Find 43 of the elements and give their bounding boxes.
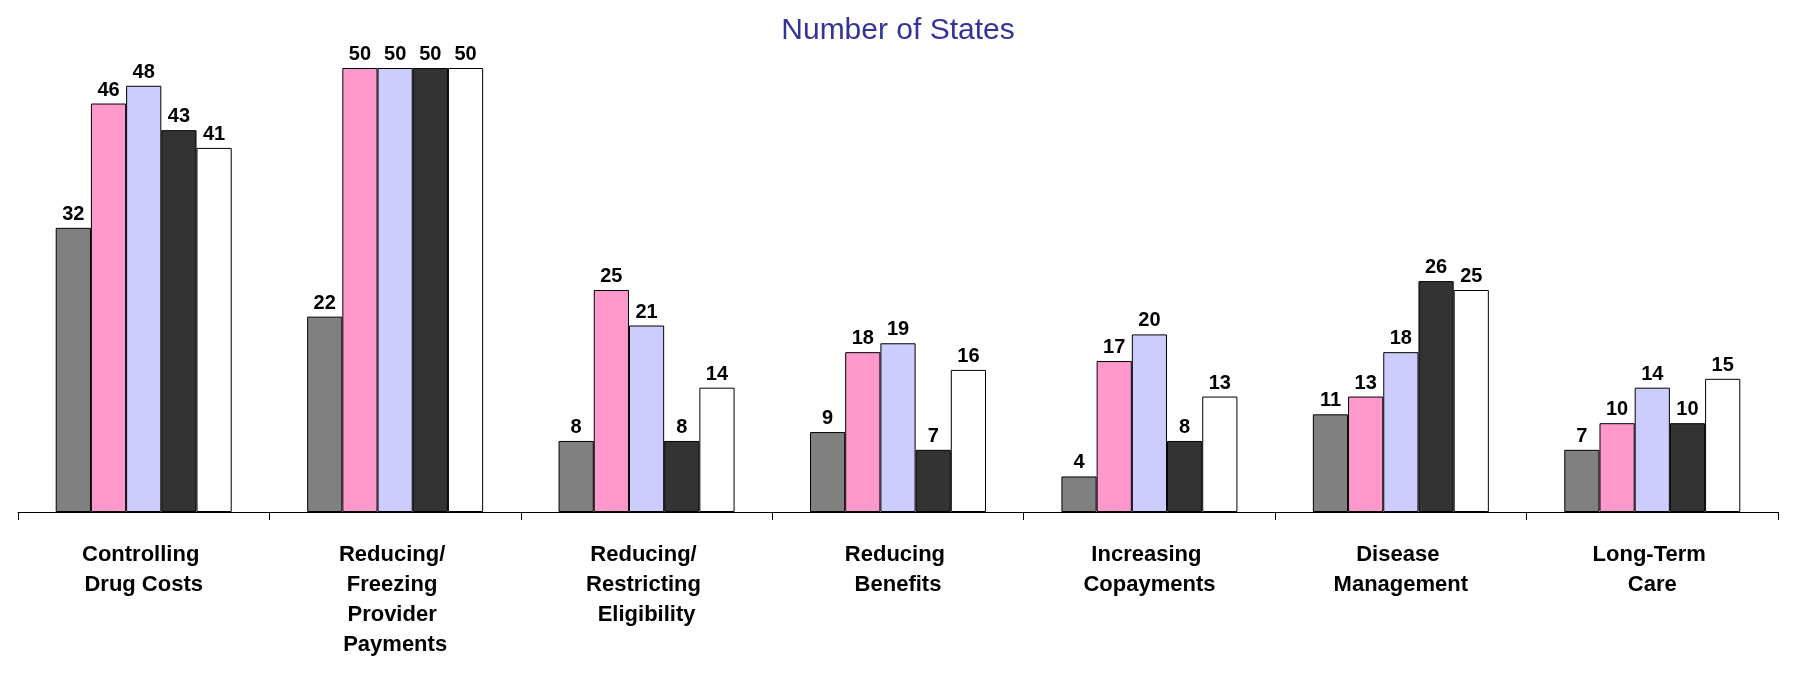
- data-label: 8: [1179, 414, 1191, 437]
- data-label: 8: [570, 414, 582, 437]
- data-label: 20: [1138, 308, 1161, 331]
- chart-title: Number of States: [781, 11, 1015, 45]
- x-tick-label: Disease Management: [1333, 540, 1469, 596]
- data-label: 17: [1103, 335, 1126, 358]
- x-tick-label: Increasing Copayments: [1083, 540, 1216, 596]
- data-label: 9: [822, 406, 834, 429]
- data-label: 13: [1354, 370, 1377, 393]
- data-label: 14: [1641, 361, 1665, 384]
- data-label: 4: [1073, 450, 1086, 473]
- data-label: 50: [384, 42, 407, 64]
- data-label: 16: [957, 343, 980, 366]
- data-label: 25: [1460, 264, 1483, 286]
- data-label: 14: [705, 361, 729, 384]
- data-label: 41: [202, 121, 226, 144]
- x-tick-label: Reducing Benefits: [844, 540, 952, 596]
- x-tick-label: Reducing/ Freezing Provider Payments: [338, 540, 452, 656]
- data-label: 32: [62, 201, 85, 224]
- data-label: 48: [132, 59, 155, 82]
- data-label: 11: [1319, 388, 1342, 411]
- data-label: 7: [927, 423, 939, 446]
- data-label: 21: [635, 299, 658, 322]
- data-label: 25: [600, 264, 623, 286]
- data-label: 22: [313, 290, 336, 313]
- data-label: 50: [419, 42, 442, 64]
- x-tick-label: Long-Term Care: [1592, 540, 1712, 596]
- data-label: 50: [348, 42, 372, 64]
- data-label: 10: [1676, 397, 1699, 420]
- data-label: 19: [886, 317, 910, 340]
- data-label: 18: [851, 326, 874, 349]
- data-label: 43: [167, 104, 191, 127]
- data-label: 15: [1711, 352, 1734, 375]
- data-label: 46: [97, 77, 120, 100]
- data-label: 7: [1576, 423, 1588, 446]
- data-label: 10: [1605, 397, 1629, 420]
- data-label: 26: [1424, 255, 1448, 278]
- data-label: 18: [1389, 326, 1412, 349]
- data-label: 50: [454, 42, 477, 64]
- data-label: 8: [676, 414, 688, 437]
- x-tick-label: Controlling Drug Costs: [82, 540, 206, 596]
- x-tick-label: Reducing/ Restricting Eligibility: [586, 540, 708, 626]
- data-label: 13: [1208, 370, 1231, 393]
